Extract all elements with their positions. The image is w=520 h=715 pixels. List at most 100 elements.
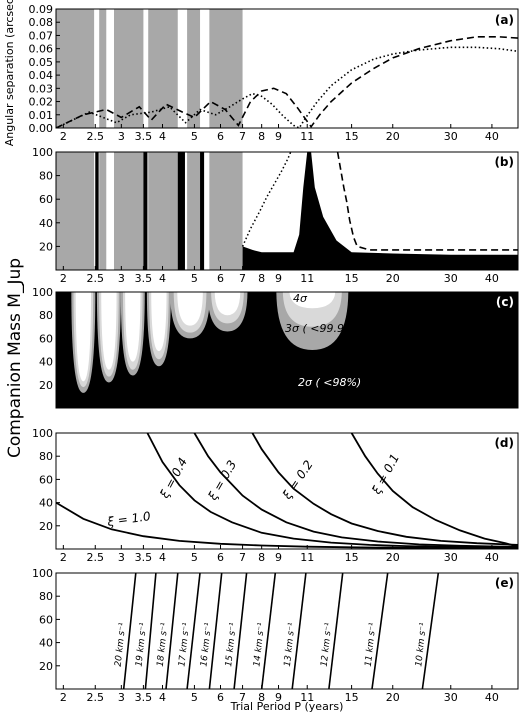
y-tick-label-d-2: 60 xyxy=(39,473,53,486)
x-tick-label-a-10: 11 xyxy=(300,130,314,143)
separation-curve-dotted xyxy=(56,46,518,128)
y-tick-label-c-1: 40 xyxy=(39,356,53,369)
x-tick-label-d-12: 20 xyxy=(386,551,400,564)
y-tick-label-d-3: 80 xyxy=(39,450,53,463)
panel-e: 20 40 60 80 100 2 2.5 3 3.5 4 5 6 7 8 9 11 15 20 30 40 (e)… xyxy=(32,567,519,704)
gray-band-5 xyxy=(209,152,243,270)
dip-0-4sigma xyxy=(75,292,92,382)
x-tick-label-a-0: 2 xyxy=(60,130,67,143)
black-bar-3 xyxy=(200,152,205,270)
panel-e-xticks: 2 2.5 3 3.5 4 5 6 7 8 9 11 15 20 30 40 xyxy=(60,685,499,704)
y-tick-label-d-4: 100 xyxy=(32,427,53,440)
y-tick-label-b-2: 60 xyxy=(39,193,53,206)
x-tick-label-e-6: 6 xyxy=(217,691,224,704)
velocity-label-1: 19 km s⁻¹ xyxy=(134,622,149,667)
velocity-line-1 xyxy=(144,573,157,689)
x-tick-label-e-8: 8 xyxy=(258,691,265,704)
companion-mass-label: Companion Mass M_Jup xyxy=(5,258,25,458)
x-tick-label-b-8: 8 xyxy=(258,272,265,285)
x-tick-label-d-0: 2 xyxy=(60,551,67,564)
xi-label-1-0: ξ = 1.0 xyxy=(105,509,151,529)
black-bar-1 xyxy=(143,152,148,270)
velocity-label-7: 13 km s⁻¹ xyxy=(283,622,298,667)
x-tick-label-a-2: 3 xyxy=(118,130,125,143)
x-tick-label-d-13: 30 xyxy=(444,551,458,564)
panel-a-plot xyxy=(56,9,518,128)
panel-a-ylabel: Angular separation (arcsec) xyxy=(3,0,16,146)
x-tick-label-a-12: 20 xyxy=(386,130,400,143)
dip-6-4sigma xyxy=(289,292,336,309)
x-tick-label-b-5: 5 xyxy=(191,272,198,285)
y-tick-label-c-4: 100 xyxy=(32,286,53,299)
y-tick-label-e-3: 80 xyxy=(39,590,53,603)
y-tick-label-a-6: 0.06 xyxy=(29,43,54,56)
x-tick-label-b-1: 2.5 xyxy=(87,272,105,285)
panel-e-yticks: 20 40 60 80 100 xyxy=(32,567,60,673)
xi-curve-3 xyxy=(251,433,518,546)
x-tick-label-a-4: 4 xyxy=(159,130,166,143)
gray-band-3 xyxy=(148,152,178,270)
y-tick-label-b-4: 100 xyxy=(32,146,53,159)
y-tick-label-a-0: 0.00 xyxy=(29,122,54,135)
gray-band-4 xyxy=(187,152,201,270)
panel-c-annotation-2sigma: 2σ ( <98%) xyxy=(298,376,361,389)
x-tick-label-e-12: 20 xyxy=(386,691,400,704)
panel-a-xticks: 2 2.5 3 3.5 4 5 6 7 8 9 11 15 20 30 40 xyxy=(60,124,499,143)
x-tick-label-a-9: 9 xyxy=(275,130,282,143)
y-tick-label-e-1: 40 xyxy=(39,637,53,650)
xi-label-0-1: ξ = 0.1 xyxy=(369,451,402,497)
y-tick-label-a-3: 0.03 xyxy=(29,82,54,95)
x-axis-label: Trial Period P (years) xyxy=(230,700,344,713)
panel-e-tag: (e) xyxy=(495,576,514,590)
x-tick-label-d-1: 2.5 xyxy=(87,551,105,564)
dotted-limit-line xyxy=(241,152,292,247)
y-tick-label-b-3: 80 xyxy=(39,170,53,183)
panel-c: 20 40 60 80 100 (c) 4σ 3σ ( <99.99 2σ ( <98%… xyxy=(32,286,519,409)
panel-a: 0.000.010.020.030.040.050.060.070.080.09… xyxy=(3,0,519,146)
x-tick-label-d-11: 15 xyxy=(345,551,359,564)
shaded-band-3 xyxy=(148,9,178,128)
x-tick-label-e-14: 40 xyxy=(485,691,499,704)
x-tick-label-d-2: 3 xyxy=(118,551,125,564)
x-tick-label-a-6: 6 xyxy=(217,130,224,143)
panel-b-plot xyxy=(56,152,518,270)
panel-d: 20 40 60 80 100 2 2.5 3 3.5 4 5 6 7 8 9 11 15 20 30 40 (d)… xyxy=(32,427,519,564)
xi-label-0-3: ξ = 0.3 xyxy=(205,458,239,504)
xi-curve-1 xyxy=(146,433,518,549)
black-bar-0 xyxy=(95,152,99,270)
dip-5-4sigma xyxy=(214,292,241,316)
shaded-band-2 xyxy=(114,9,144,128)
gray-band-1 xyxy=(99,152,107,270)
panel-e-frame xyxy=(55,572,519,690)
y-tick-label-b-1: 40 xyxy=(39,217,53,230)
y-tick-label-e-4: 100 xyxy=(32,567,53,580)
y-tick-label-b-0: 20 xyxy=(39,240,53,253)
y-tick-label-c-2: 60 xyxy=(39,332,53,345)
x-tick-label-a-14: 40 xyxy=(485,130,499,143)
x-tick-label-b-4: 4 xyxy=(159,272,166,285)
velocity-line-4 xyxy=(208,573,223,689)
velocity-line-8 xyxy=(328,573,344,689)
panel-b-yticks: 20 40 60 80 100 xyxy=(32,146,60,253)
x-tick-label-e-13: 30 xyxy=(444,691,458,704)
xi-curve-0 xyxy=(56,501,518,549)
x-tick-label-d-14: 40 xyxy=(485,551,499,564)
x-tick-label-d-8: 8 xyxy=(258,551,265,564)
x-tick-label-d-3: 3.5 xyxy=(135,551,153,564)
shaded-band-4 xyxy=(187,9,201,128)
velocity-line-9 xyxy=(371,573,389,689)
x-tick-label-b-9: 9 xyxy=(275,272,282,285)
x-tick-label-a-5: 5 xyxy=(191,130,198,143)
x-tick-label-d-9: 9 xyxy=(275,551,282,564)
velocity-line-0 xyxy=(122,573,137,689)
dip-4-4sigma xyxy=(177,292,203,326)
x-tick-label-a-13: 30 xyxy=(444,130,458,143)
x-tick-label-a-7: 7 xyxy=(239,130,246,143)
x-tick-label-e-10: 11 xyxy=(300,691,314,704)
panel-a-tag: (a) xyxy=(495,13,514,27)
y-tick-label-a-9: 0.09 xyxy=(29,3,54,16)
x-tick-label-b-3: 3.5 xyxy=(135,272,153,285)
shaded-band-0 xyxy=(56,9,95,128)
velocity-label-6: 14 km s⁻¹ xyxy=(252,622,267,667)
